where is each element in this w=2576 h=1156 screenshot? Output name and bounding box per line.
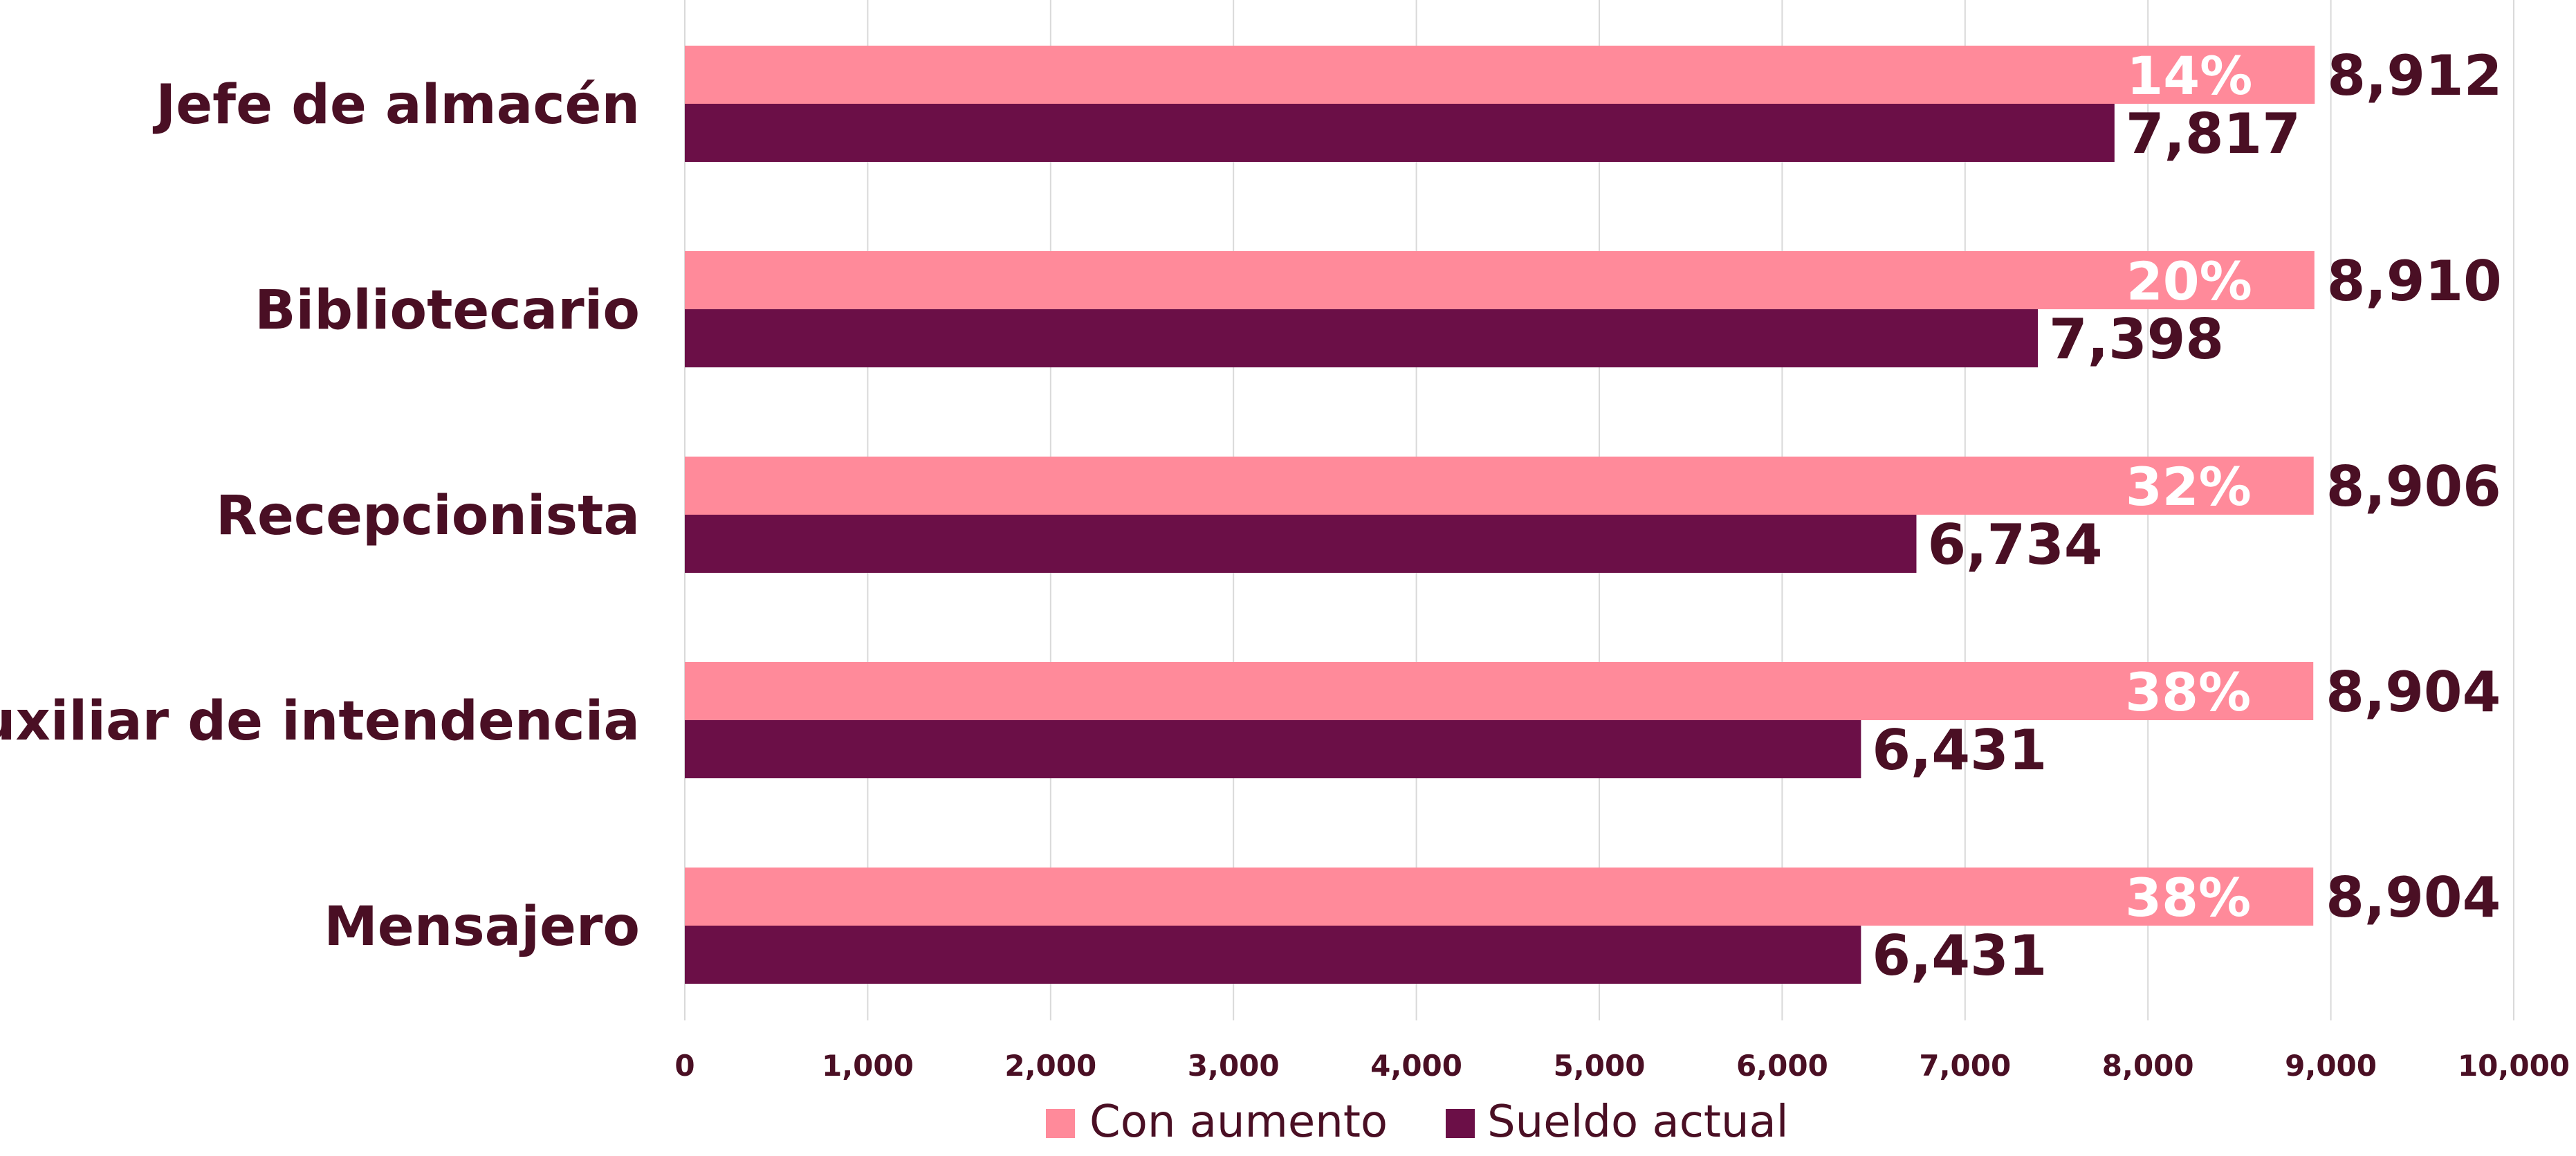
category-label: Auxiliar de intendencia xyxy=(0,690,640,753)
legend-item-con-aumento: Con aumento xyxy=(1046,1097,1388,1148)
legend: Con aumento Sueldo actual xyxy=(1046,1097,1789,1148)
legend-label: Con aumento xyxy=(1089,1097,1388,1148)
x-tick-label: 6,000 xyxy=(1736,1049,1828,1083)
legend-label: Sueldo actual xyxy=(1487,1097,1789,1148)
category-label: Recepcionista xyxy=(216,485,640,547)
bar-value-label: 8,904 xyxy=(2326,865,2501,930)
bar-value-label: 8,906 xyxy=(2326,455,2501,519)
bar-value-label: 8,912 xyxy=(2327,44,2502,108)
percent-increase-label: 20% xyxy=(2126,250,2252,312)
bar-con-aumento xyxy=(685,868,2314,926)
x-tick-label: 8,000 xyxy=(2102,1049,2194,1083)
x-axis: 0 1,000 2,000 3,000 4,000 5,000 6,000 7,000 8,00… xyxy=(674,1049,2570,1083)
x-tick-label: 5,000 xyxy=(1554,1049,1646,1083)
percent-increase-label: 14% xyxy=(2126,45,2252,107)
percent-increase-label: 38% xyxy=(2125,867,2251,928)
x-tick-label: 9,000 xyxy=(2285,1049,2377,1083)
category-label: Bibliotecario xyxy=(255,279,640,342)
bar-con-aumento xyxy=(685,662,2314,720)
percent-increase-label: 38% xyxy=(2125,661,2251,723)
bar-sueldo-actual xyxy=(685,515,1917,573)
category-label: Jefe de almacén xyxy=(152,74,640,136)
bar-sueldo-actual xyxy=(685,720,1861,778)
x-tick-label: 1,000 xyxy=(822,1049,914,1083)
bar-con-aumento xyxy=(685,251,2315,309)
bar-sueldo-actual xyxy=(685,926,1861,984)
x-tick-label: 3,000 xyxy=(1188,1049,1280,1083)
bar-value-label: 6,431 xyxy=(1872,924,2047,988)
legend-swatch xyxy=(1446,1109,1475,1138)
bar-value-label: 6,431 xyxy=(1872,718,2047,782)
bar-value-label: 6,734 xyxy=(1927,513,2102,577)
x-tick-label: 7,000 xyxy=(1919,1049,2011,1083)
category-label: Mensajero xyxy=(324,896,640,958)
bar-value-label: 8,910 xyxy=(2327,249,2502,313)
bar-value-label: 7,398 xyxy=(2049,307,2224,371)
percent-increase-label: 32% xyxy=(2126,456,2252,517)
bar-value-label: 8,904 xyxy=(2326,660,2501,724)
bar-layer xyxy=(685,46,2315,984)
bar-con-aumento xyxy=(685,46,2315,104)
bar-value-label: 7,817 xyxy=(2126,102,2301,166)
bar-sueldo-actual xyxy=(685,104,2115,162)
x-tick-label: 4,000 xyxy=(1370,1049,1462,1083)
x-tick-label: 2,000 xyxy=(1004,1049,1096,1083)
x-tick-label: 0 xyxy=(674,1049,694,1083)
bar-con-aumento xyxy=(685,457,2314,515)
label-layer: Jefe de almacén 8,912 14%7,817 Bibliotecari… xyxy=(0,44,2502,988)
x-tick-label: 10,000 xyxy=(2458,1049,2570,1083)
bar-sueldo-actual xyxy=(685,309,2039,367)
legend-swatch xyxy=(1046,1109,1075,1138)
legend-item-sueldo-actual: Sueldo actual xyxy=(1446,1097,1789,1148)
